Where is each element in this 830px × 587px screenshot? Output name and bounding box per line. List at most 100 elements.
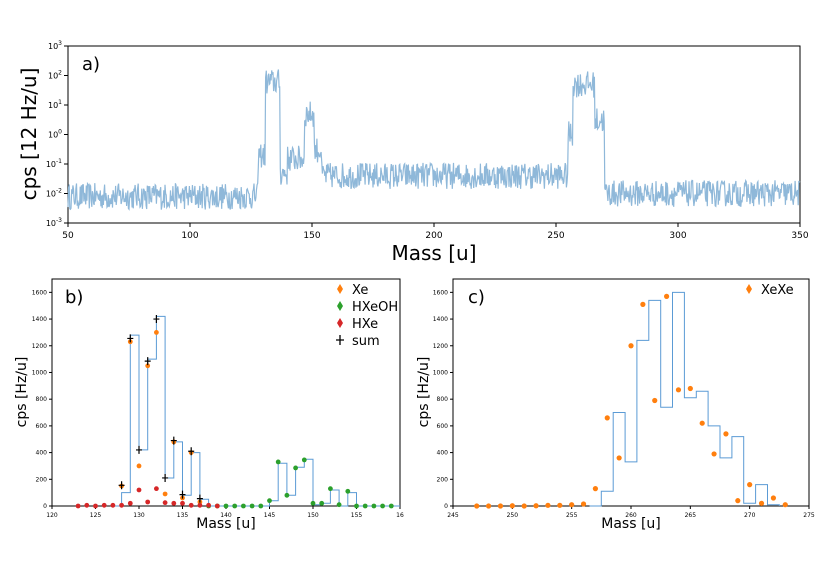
legend-label-xexe: XeXe — [761, 283, 794, 298]
x-tick-label-a: 50 — [62, 231, 74, 241]
panel-b: 120 125 130 135 140 145 150 155 1602004006008001… — [14, 278, 404, 532]
point-sum — [162, 473, 169, 482]
point-sum — [144, 357, 151, 366]
y-tick-label: 1600 — [32, 289, 47, 296]
x-tick-label-a: 200 — [425, 231, 442, 241]
point-hxeoh — [319, 500, 325, 506]
point-hxeoh — [310, 500, 316, 506]
y-tick-label-a: 10-2 — [46, 188, 62, 199]
point-xexe — [628, 343, 634, 349]
point-hxeoh — [380, 503, 385, 509]
point-hxeoh — [241, 503, 246, 509]
y-tick-label-a: 10-1 — [46, 158, 62, 169]
legend-marker-hxe — [337, 318, 343, 328]
x-tick-label: 155 — [351, 512, 363, 519]
point-xexe — [569, 502, 575, 508]
x-tick-label: 275 — [803, 512, 815, 519]
point-hxeoh — [258, 503, 264, 509]
point-xe — [154, 330, 159, 335]
x-tick-label: 135 — [177, 512, 189, 519]
x-tick-label: 150 — [307, 512, 319, 519]
point-hxe — [136, 487, 142, 493]
point-hxe — [197, 502, 203, 508]
point-hxe — [180, 500, 185, 506]
point-xexe — [747, 482, 753, 488]
x-tick-label: 145 — [264, 512, 276, 519]
x-axis-label-b: Mass [u] — [196, 516, 256, 532]
point-xexe — [758, 500, 765, 506]
x-tick-label: 16 — [396, 512, 404, 519]
spectrum-line — [67, 69, 801, 211]
point-xexe — [640, 301, 646, 307]
point-hxeoh — [232, 503, 238, 509]
y-tick-label: 1200 — [433, 343, 448, 350]
point-sum — [118, 481, 125, 490]
point-hxe — [162, 500, 168, 506]
y-tick-label: 800 — [36, 396, 48, 403]
point-xexe — [474, 503, 480, 509]
point-sum — [136, 445, 142, 454]
y-tick-label: 200 — [36, 476, 48, 483]
y-axis-label-a: cps [12 Hz/u] — [17, 68, 41, 201]
point-hxe — [145, 499, 151, 505]
legend-label-hxe: HXe — [352, 317, 378, 332]
plot-frame-b — [51, 278, 401, 507]
point-hxe — [171, 500, 177, 506]
x-tick-label: 125 — [90, 512, 102, 519]
x-tick-label: 245 — [447, 512, 459, 519]
point-xexe — [545, 502, 551, 508]
panel-a: 50 100 150 200 250 300 350 10-3 10-2 10-1 100 101 10… — [17, 40, 809, 265]
y-tick-label: 400 — [36, 450, 48, 457]
point-xexe — [497, 503, 504, 509]
x-tick-label: 250 — [507, 512, 519, 519]
point-hxe — [93, 503, 98, 509]
x-tick-label-a: 300 — [669, 231, 686, 241]
y-axis-label-c: cps [Hz/u] — [416, 357, 432, 428]
point-xe — [145, 363, 151, 369]
point-xexe — [675, 387, 682, 393]
x-tick-label-a: 250 — [547, 231, 564, 241]
x-axis-label-a: Mass [u] — [392, 241, 477, 265]
point-hxeoh — [249, 503, 255, 509]
point-xexe — [723, 431, 729, 437]
panel-label-c: c) — [468, 287, 485, 308]
point-hxe — [188, 502, 194, 508]
point-sum — [170, 436, 177, 445]
point-sum — [179, 490, 186, 499]
point-hxeoh — [328, 486, 333, 492]
point-hxe — [206, 502, 212, 508]
x-tick-label: 130 — [133, 512, 145, 519]
point-xexe — [557, 502, 563, 508]
point-xe — [162, 491, 168, 497]
y-tick-label: 1400 — [32, 316, 47, 323]
y-tick-label: 200 — [437, 476, 449, 483]
point-xexe — [486, 503, 492, 509]
point-hxeoh — [371, 503, 377, 509]
point-xexe — [616, 455, 622, 461]
y-tick-label: 1000 — [32, 369, 47, 376]
x-tick-label: 140 — [220, 512, 232, 519]
point-xexe — [782, 502, 788, 508]
y-axis-label-b: cps [Hz/u] — [14, 357, 30, 428]
y-tick-label: 0 — [444, 503, 448, 510]
point-xexe — [521, 503, 527, 509]
point-sum — [127, 334, 134, 343]
point-xexe — [735, 498, 741, 504]
y-tick-label-a: 10-3 — [46, 217, 62, 228]
plot-frame-a — [67, 45, 801, 224]
point-xexe — [509, 503, 515, 509]
y-tick-label-a: 102 — [48, 70, 62, 81]
x-tick-label: 120 — [46, 512, 58, 519]
legend-label-sum: sum — [352, 334, 380, 349]
point-hxe — [119, 502, 124, 508]
y-tick-label: 600 — [36, 423, 48, 430]
point-xexe — [652, 397, 658, 404]
point-hxeoh — [354, 503, 359, 509]
point-hxeoh — [388, 503, 394, 509]
y-tick-label: 400 — [437, 450, 449, 457]
plot-frame-c — [452, 278, 810, 507]
point-hxeoh — [293, 465, 298, 471]
legend-marker-xexe — [746, 284, 752, 294]
x-tick-label-a: 150 — [303, 231, 320, 241]
point-sum — [196, 494, 203, 503]
